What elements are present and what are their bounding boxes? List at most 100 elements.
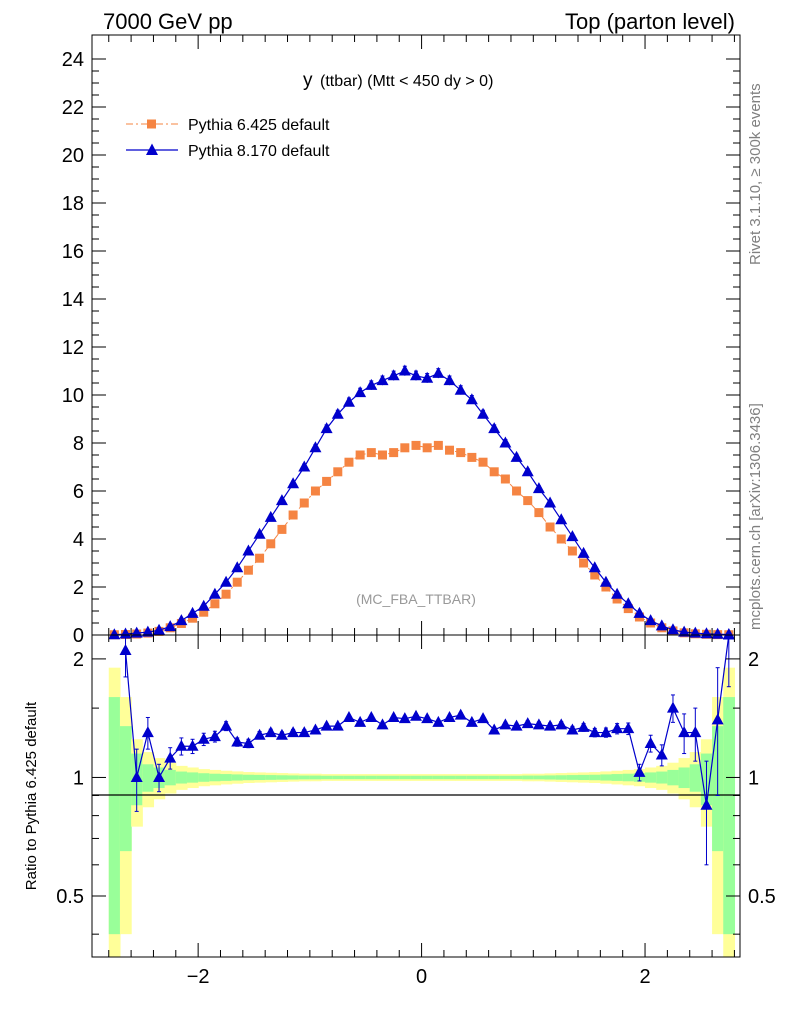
point-pythia6 [590, 570, 600, 580]
point-pythia8 [253, 527, 266, 539]
main-series-layer [108, 364, 735, 640]
point-pythia8 [477, 407, 490, 419]
point-pythia8 [309, 441, 322, 453]
ratio-band-green [164, 769, 177, 786]
point-pythia6 [288, 510, 298, 520]
point-pythia6 [299, 498, 309, 508]
point-pythia8 [186, 606, 199, 618]
ratio-point [376, 718, 389, 730]
ratio-band-green [108, 697, 121, 935]
ratio-band-green [231, 774, 244, 781]
point-pythia8 [644, 614, 657, 626]
ratio-band-green [354, 775, 367, 780]
ratio-band-green [309, 775, 322, 780]
point-pythia8 [141, 625, 154, 637]
ratio-band-green [220, 774, 233, 781]
ratio-point [633, 765, 646, 777]
point-pythia8 [454, 383, 467, 395]
ratio-y-tick-label: 2 [73, 649, 84, 671]
rivet-label: Rivet 3.1.10, ≥ 300k events [747, 83, 764, 265]
ratio-band-green [488, 775, 501, 780]
ratio-band-green [376, 775, 389, 780]
point-pythia6 [310, 486, 320, 496]
analysis-label: (MC_FBA_TTBAR) [356, 591, 476, 607]
point-pythia8 [231, 561, 244, 573]
point-pythia6 [377, 450, 387, 460]
ratio-band-green [265, 775, 277, 780]
ratio-band-green [455, 775, 467, 780]
point-pythia8 [242, 544, 255, 556]
legend-label-pythia6: Pythia 6.425 default [188, 117, 330, 134]
ratio-band-green [689, 764, 702, 792]
ratio-x-tick-label: 2 [639, 966, 650, 988]
point-pythia8 [331, 407, 344, 419]
point-pythia8 [700, 627, 713, 639]
point-pythia8 [655, 619, 668, 631]
ratio-point [678, 726, 691, 738]
point-pythia6 [322, 476, 332, 486]
point-pythia6 [199, 607, 209, 617]
point-pythia6 [445, 445, 455, 455]
ratio-band-green [723, 697, 736, 935]
ratio-point [655, 748, 668, 760]
ratio-point [666, 701, 679, 713]
ratio-point [164, 751, 177, 763]
point-pythia6 [243, 565, 253, 575]
point-pythia6 [433, 440, 443, 450]
ratio-point [532, 718, 545, 730]
ratio-point [477, 712, 490, 724]
legend: Pythia 6.425 default Pythia 8.170 defaul… [126, 117, 330, 160]
main-y-tick-label: 4 [73, 529, 84, 551]
ratio-point [577, 720, 590, 732]
ratio-point [186, 739, 199, 751]
ratio-panel: 0.5 0.51 12 2−2 0 2 Ratio to Pythia 6.425 def… [23, 628, 776, 988]
ratio-point [331, 719, 344, 731]
point-pythia8 [220, 575, 233, 587]
ratio-x-tick-label: 0 [416, 966, 427, 988]
point-pythia6 [210, 599, 220, 609]
point-pythia8 [599, 575, 612, 587]
point-pythia8 [153, 623, 166, 635]
point-pythia6 [623, 604, 633, 614]
point-pythia8 [164, 620, 177, 632]
point-pythia8 [521, 465, 534, 477]
ratio-point [264, 726, 277, 738]
ratio-point [722, 628, 735, 640]
ratio-band-green [611, 774, 624, 781]
point-pythia8 [488, 422, 501, 434]
point-pythia8 [410, 369, 422, 381]
ratio-band-green [432, 775, 445, 780]
point-pythia8 [264, 510, 277, 522]
ratio-band-green [365, 775, 378, 780]
ratio-band-green [589, 774, 601, 781]
ratio-y-tick-label: 1 [73, 767, 84, 789]
ratio-y-tick-label: 0.5 [56, 886, 84, 908]
ratio-point [622, 722, 635, 734]
point-pythia8 [108, 628, 121, 640]
plot-title-rest: (ttbar) (Mtt < 450 dy > 0) [320, 73, 493, 90]
point-pythia6 [601, 582, 611, 592]
point-pythia8 [287, 477, 300, 489]
ratio-point [410, 709, 422, 721]
ratio-point [510, 719, 523, 731]
ratio-point [130, 770, 143, 782]
ratio-series-layer [119, 628, 735, 866]
ratio-point [398, 712, 411, 724]
ratio-band-green [119, 726, 132, 852]
ratio-band-green [287, 775, 300, 780]
main-y-tick-label: 16 [62, 241, 84, 263]
point-pythia6 [545, 522, 555, 532]
point-pythia6 [366, 448, 376, 458]
ratio-band-green [209, 773, 222, 782]
point-pythia8 [532, 482, 545, 494]
main-y-tick-label: 14 [62, 289, 84, 311]
ratio-point [197, 732, 210, 744]
ratio-point [208, 730, 221, 742]
point-pythia8 [588, 561, 601, 573]
header-right: Top (parton level) [565, 9, 735, 34]
point-pythia8 [432, 366, 445, 378]
ratio-band-green [399, 775, 412, 780]
point-pythia6 [333, 467, 343, 477]
point-pythia6 [188, 613, 198, 623]
